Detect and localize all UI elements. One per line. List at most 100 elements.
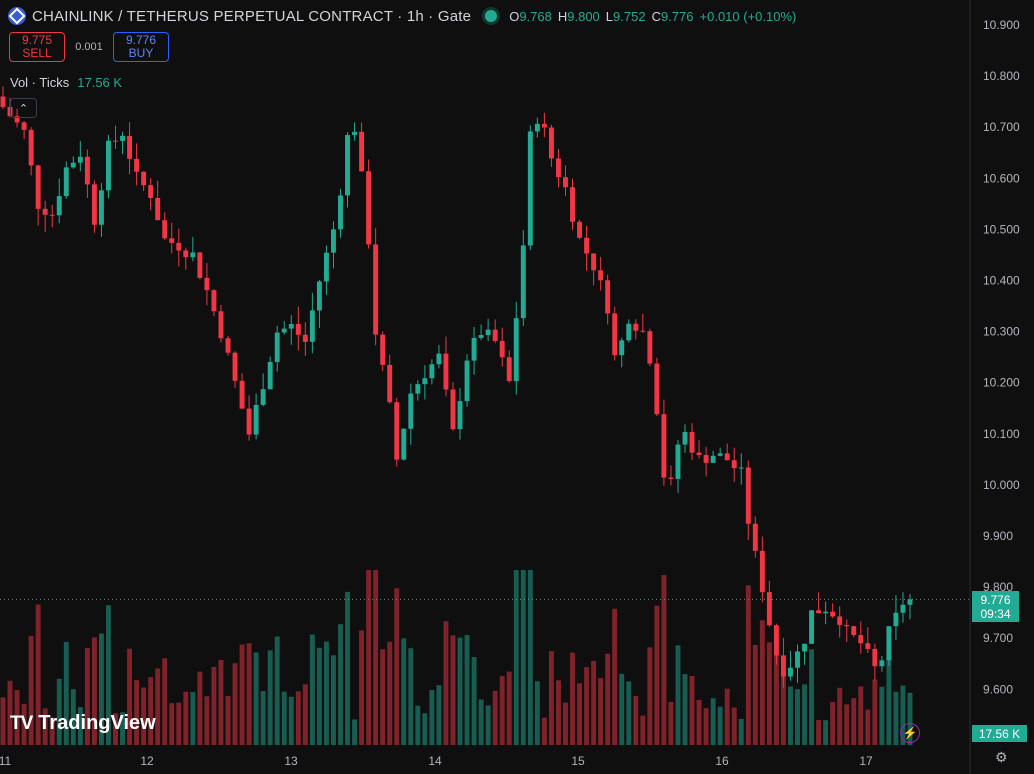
volume-bar	[148, 677, 154, 745]
candle-body	[113, 140, 118, 142]
candle-body	[893, 612, 899, 627]
volume-bar	[323, 641, 329, 745]
candle-body	[577, 221, 583, 238]
candle-body	[169, 238, 175, 243]
candle-body	[338, 195, 343, 230]
volume-bar	[225, 695, 231, 745]
candle-body	[309, 310, 315, 342]
volume-bar	[330, 655, 336, 745]
time-tick-label: 11	[0, 754, 12, 768]
bar-countdown: 09:34	[980, 606, 1011, 621]
candle-body	[373, 244, 379, 335]
symbol-title[interactable]: CHAINLINK / TETHERUS PERPETUAL CONTRACT …	[32, 7, 472, 25]
volume-bar	[232, 663, 238, 745]
volume-bar	[851, 698, 857, 745]
volume-bar	[773, 654, 779, 745]
volume-bar	[548, 651, 554, 745]
candle-body	[527, 131, 533, 246]
candle-body	[253, 404, 259, 435]
time-tick-label: 17	[859, 754, 873, 768]
volume-bar	[471, 657, 477, 745]
last-price-value: 9.776	[980, 592, 1011, 607]
volume-bar	[780, 674, 786, 745]
volume-bar	[274, 636, 280, 745]
candle-body	[0, 96, 6, 107]
volume-bar	[218, 659, 224, 745]
tradingview-wordmark: TradingView	[38, 712, 156, 734]
candle-body	[780, 655, 786, 677]
candle-body	[689, 432, 695, 453]
collapse-legend-button[interactable]: ⌃	[10, 98, 37, 118]
volume-bar	[689, 675, 695, 745]
candle-body	[647, 331, 653, 364]
volume-bar	[42, 708, 48, 745]
gear-icon[interactable]: ⚙	[995, 749, 1008, 765]
volume-bar	[577, 683, 583, 745]
candle-body	[492, 329, 498, 341]
candle-body	[345, 134, 350, 196]
volume-bar	[366, 570, 372, 745]
volume-bar	[309, 634, 315, 745]
volume-bar	[591, 660, 597, 745]
candle-body	[802, 643, 807, 652]
volume-bar	[717, 706, 723, 745]
candle-body	[127, 135, 133, 159]
volume-bar	[738, 718, 744, 745]
sell-button[interactable]: 9.775 SELL	[9, 32, 65, 62]
volume-bar	[183, 691, 189, 745]
candle-body	[844, 624, 850, 627]
buy-button[interactable]: 9.776 BUY	[113, 32, 169, 62]
volume-bar	[527, 570, 533, 745]
time-tick-label: 12	[140, 754, 154, 768]
time-tick-label: 15	[571, 754, 585, 768]
volume-bar	[127, 648, 133, 745]
volume-bar	[338, 624, 343, 745]
volume-bar	[302, 684, 308, 745]
volume-bar	[633, 695, 639, 745]
volume-bar	[0, 697, 6, 745]
candle-body	[640, 330, 646, 332]
volume-bar	[190, 692, 196, 745]
tradingview-logo[interactable]: TV TradingView	[10, 712, 156, 735]
volume-bar	[345, 591, 350, 745]
volume-bar	[865, 709, 871, 745]
volume-legend[interactable]: Vol · Ticks 17.56 K	[10, 75, 122, 90]
candle-body	[436, 353, 442, 365]
volume-bar	[640, 715, 646, 745]
candle-body	[162, 220, 168, 239]
candle-body	[752, 523, 758, 551]
candle-body	[49, 214, 55, 216]
candle-body	[724, 453, 730, 461]
volume-bar	[176, 702, 182, 745]
candle-body	[415, 384, 421, 394]
candle-body	[830, 611, 836, 617]
lightning-icon[interactable]: ⚡	[900, 723, 920, 743]
volume-bar	[661, 575, 667, 745]
candle-body	[570, 187, 575, 222]
volume-bar	[106, 605, 111, 745]
volume-bar	[113, 713, 118, 745]
volume-bar	[759, 620, 765, 745]
volume-bar	[830, 702, 836, 745]
candle-body	[316, 281, 322, 311]
volume-bar	[134, 679, 140, 745]
volume-bar	[295, 691, 301, 745]
candle-body	[443, 353, 449, 390]
volume-bar	[316, 647, 322, 745]
candle-body	[28, 129, 34, 166]
volume-bar	[84, 647, 90, 745]
candle-body	[513, 318, 519, 382]
candle-body	[563, 177, 568, 188]
volume-bar	[837, 687, 843, 745]
volume-bar	[401, 638, 407, 745]
price-tick-label: 10.200	[983, 376, 1020, 390]
volume-bar	[56, 678, 62, 745]
candle-body	[548, 127, 554, 159]
candle-body	[788, 667, 793, 677]
candle-body	[330, 229, 336, 253]
candle-body	[555, 158, 561, 178]
volume-bar	[598, 678, 604, 745]
low-label: L	[605, 8, 614, 24]
price-tick-label: 9.700	[983, 631, 1013, 645]
